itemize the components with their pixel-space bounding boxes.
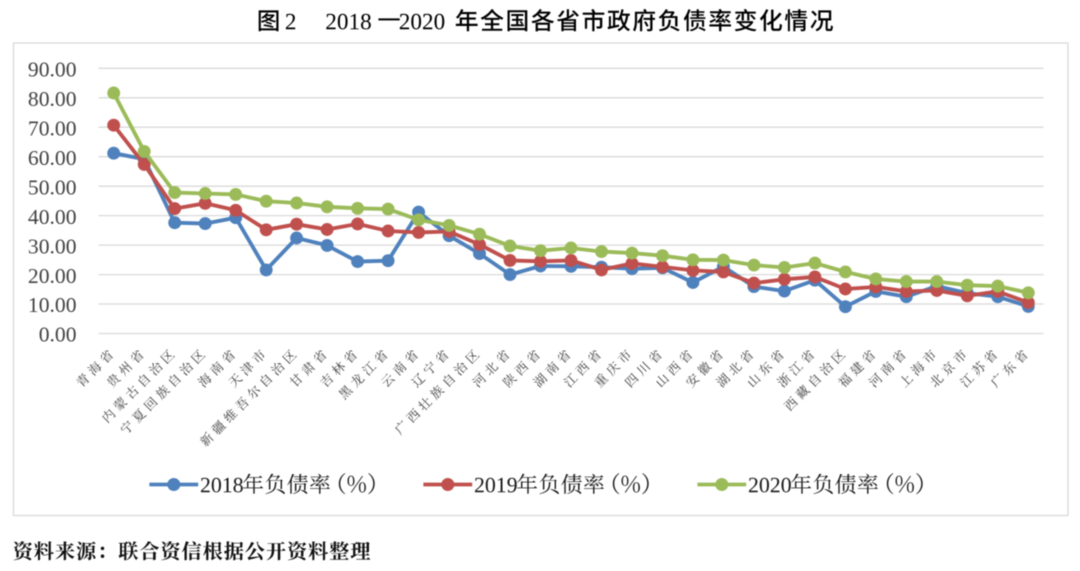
svg-text:80.00: 80.00 (28, 87, 77, 111)
svg-text:70.00: 70.00 (28, 116, 77, 140)
svg-text:90.00: 90.00 (28, 58, 77, 82)
svg-text:50.00: 50.00 (28, 175, 77, 199)
svg-text:40.00: 40.00 (28, 205, 77, 229)
svg-text:30.00: 30.00 (28, 234, 77, 258)
svg-text:60.00: 60.00 (28, 146, 77, 170)
svg-text:0.00: 0.00 (39, 323, 77, 347)
svg-text:10.00: 10.00 (28, 293, 77, 317)
svg-text:20.00: 20.00 (28, 264, 77, 288)
